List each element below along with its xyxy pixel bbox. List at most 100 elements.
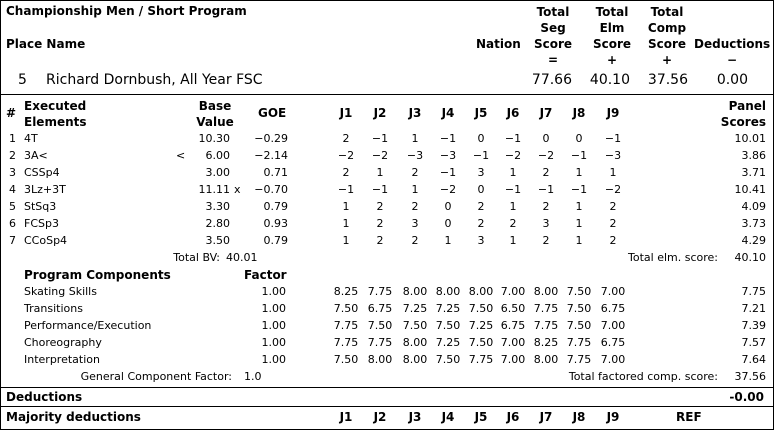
judge-score: −2 (371, 149, 389, 162)
element-panel-score: 4.09 (741, 200, 767, 213)
total-comp-label: Total factored comp. score: (568, 370, 718, 383)
judge-score: 7.50 (367, 319, 393, 332)
component-score: 7.39 (741, 319, 767, 332)
judge-score: 2 (609, 200, 617, 213)
judge-score: 7.00 (600, 285, 626, 298)
judge-score: 6.75 (367, 302, 393, 315)
judge-score: −1 (504, 132, 522, 145)
judge-score: 7.50 (333, 302, 359, 315)
judge-score: 0 (477, 132, 485, 145)
judge-label: J8 (572, 410, 586, 424)
element-goe: 0.79 (263, 234, 289, 247)
elem-num-header: # (6, 106, 17, 120)
component-name: Interpretation (24, 353, 100, 366)
judge-score: 8.25 (533, 336, 559, 349)
element-number: 7 (9, 234, 16, 247)
judge-score: 7.25 (435, 336, 461, 349)
judge-score: 7.75 (533, 319, 559, 332)
judge-score: 2 (609, 217, 617, 230)
factor-header: Factor (244, 268, 287, 282)
judge-score: −1 (570, 149, 588, 162)
element-code: StSq3 (24, 200, 57, 213)
judge-score: 0 (542, 132, 550, 145)
goe-header: GOE (258, 106, 287, 120)
element-base-value: 6.00 (205, 149, 231, 162)
component-factor: 1.00 (261, 302, 287, 315)
judge-score: −1 (439, 132, 457, 145)
pcs-header: Total Comp Score + (647, 5, 687, 67)
judge-score: 7.75 (333, 336, 359, 349)
judge-label: J9 (606, 410, 620, 424)
program-components-header: Program Components (24, 268, 171, 282)
judge-score: 1 (411, 132, 419, 145)
judge-score: −1 (504, 183, 522, 196)
judge-score: 7.50 (333, 353, 359, 366)
element-info: < (176, 149, 186, 162)
deductions-label: Deductions (6, 390, 83, 404)
judge-score: 1 (342, 234, 350, 247)
element-code: 3A< (24, 149, 48, 162)
element-goe: −2.14 (254, 149, 288, 162)
base-value-header: Base Value (196, 99, 234, 129)
divider (0, 406, 774, 407)
judge-score: 1 (509, 166, 517, 179)
skater-place: 5 (18, 72, 27, 88)
element-code: FCSp3 (24, 217, 59, 230)
judge-score: −1 (337, 183, 355, 196)
judge-score: −2 (337, 149, 355, 162)
element-panel-score: 10.01 (734, 132, 767, 145)
judge-score: −2 (604, 183, 622, 196)
judge-score: 2 (342, 132, 350, 145)
judge-score: 8.00 (367, 353, 393, 366)
judge-label: J3 (408, 106, 422, 120)
component-name: Choreography (24, 336, 102, 349)
judge-score: 8.00 (435, 285, 461, 298)
element-goe: 0.93 (263, 217, 289, 230)
component-factor: 1.00 (261, 353, 287, 366)
component-name: Skating Skills (24, 285, 97, 298)
judge-score: 7.25 (402, 302, 428, 315)
judge-score: 0 (444, 200, 452, 213)
judge-score: 7.00 (600, 353, 626, 366)
element-code: CCoSp4 (24, 234, 68, 247)
judge-label: J1 (339, 410, 353, 424)
judge-score: 7.75 (566, 336, 592, 349)
executed-elements-header: Executed Elements (24, 99, 87, 129)
judge-score: 1 (575, 200, 583, 213)
skater-tes: 40.10 (589, 72, 630, 88)
judge-score: 7.50 (402, 319, 428, 332)
judge-score: 7.25 (435, 302, 461, 315)
judge-label: J2 (373, 106, 387, 120)
judge-score: 7.50 (468, 302, 494, 315)
judge-label: J7 (539, 410, 553, 424)
judge-score: 0 (477, 183, 485, 196)
divider (0, 387, 774, 388)
divider (0, 94, 774, 95)
judge-score: 1 (342, 217, 350, 230)
judge-score: 8.00 (402, 336, 428, 349)
judge-score: 7.75 (333, 319, 359, 332)
judge-score: −2 (504, 149, 522, 162)
tes-header: Total Elm Score + (592, 5, 632, 67)
element-base-value: 3.00 (205, 166, 231, 179)
element-panel-score: 10.41 (734, 183, 767, 196)
skater-pcs: 37.56 (647, 72, 688, 88)
judge-score: 7.00 (600, 319, 626, 332)
judge-score: −3 (406, 149, 424, 162)
majority-deductions-label: Majority deductions (6, 410, 141, 424)
judge-label: J6 (506, 106, 520, 120)
judge-score: 7.75 (533, 302, 559, 315)
judge-score: 1 (609, 166, 617, 179)
gcf-value: 1.0 (244, 370, 262, 383)
judge-score: 0 (575, 132, 583, 145)
judge-label: J2 (373, 410, 387, 424)
judge-score: 0 (444, 217, 452, 230)
judge-score: 2 (542, 234, 550, 247)
majority-ref: REF (676, 410, 702, 424)
judge-score: 7.75 (566, 353, 592, 366)
gcf-label: General Component Factor: (80, 370, 232, 383)
component-factor: 1.00 (261, 336, 287, 349)
judge-score: 2 (477, 217, 485, 230)
judge-score: 3 (542, 217, 550, 230)
judge-score: 7.75 (367, 285, 393, 298)
